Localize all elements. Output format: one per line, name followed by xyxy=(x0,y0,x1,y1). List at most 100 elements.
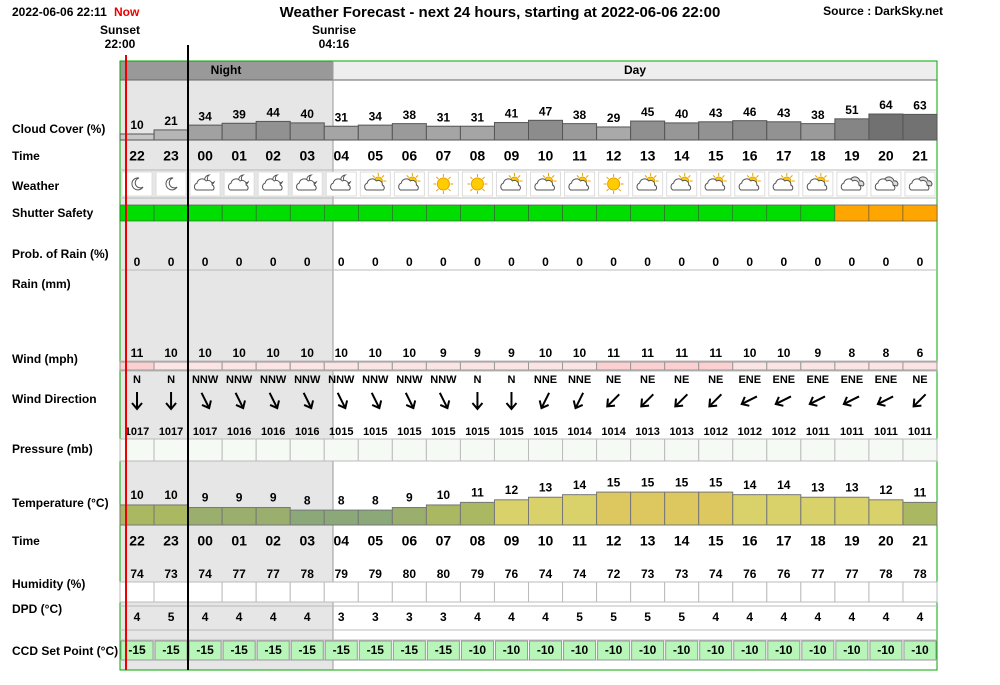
hour: 21 xyxy=(912,533,928,549)
rain-prob: 0 xyxy=(474,255,481,269)
shutter-cell xyxy=(630,204,665,222)
moon xyxy=(165,177,178,191)
cloud-value: 34 xyxy=(369,109,383,123)
arrow-head xyxy=(912,398,922,408)
cloud-bar xyxy=(698,121,734,141)
pressure-value: 1016 xyxy=(261,426,285,438)
temp-value: 13 xyxy=(811,480,825,494)
wind-dir: NE xyxy=(708,374,723,386)
ccd-value: -15 xyxy=(162,643,180,657)
wind-dir: N xyxy=(473,374,481,386)
wind-value: 10 xyxy=(369,346,383,360)
temp-bar xyxy=(868,499,904,526)
wind-value: 10 xyxy=(267,346,281,360)
ccd-cell xyxy=(767,640,801,661)
arrow-shaft xyxy=(810,395,826,405)
hour: 07 xyxy=(436,533,452,549)
pressure-value: 1015 xyxy=(363,426,387,438)
dpd-value: 4 xyxy=(134,610,141,624)
cloud-bar xyxy=(834,118,870,141)
pressure-cell xyxy=(187,438,223,462)
wind-arrow xyxy=(774,395,792,407)
cloud-bar xyxy=(357,124,393,141)
title: Weather Forecast - next 24 hours, starti… xyxy=(280,4,721,21)
sun-ray xyxy=(542,174,546,178)
arrow-shaft xyxy=(302,392,312,408)
arrow-head xyxy=(808,396,818,407)
humidity-value: 74 xyxy=(130,567,144,581)
humidity-cell xyxy=(493,581,530,603)
humidity-value: 76 xyxy=(743,567,757,581)
ccd-cell xyxy=(460,640,494,661)
rain-prob: 0 xyxy=(678,255,685,269)
shutter-cell xyxy=(153,204,189,222)
wind-value: 9 xyxy=(474,346,481,360)
wind-bar xyxy=(630,361,666,371)
hour: 17 xyxy=(776,533,792,549)
hour: 17 xyxy=(776,148,792,164)
hour: 23 xyxy=(163,533,179,549)
sun xyxy=(470,177,484,191)
temp-bar xyxy=(289,509,325,526)
cloud-value: 40 xyxy=(675,107,689,121)
arrow-head xyxy=(774,396,784,407)
temp-bar xyxy=(459,501,495,526)
dpd-value: 4 xyxy=(712,610,719,624)
pressure-value: 1013 xyxy=(635,426,659,438)
arrow-head xyxy=(740,396,750,407)
temp-value: 11 xyxy=(471,486,484,500)
hour: 15 xyxy=(708,533,724,549)
wind-dir: NE xyxy=(674,374,689,386)
hour: 04 xyxy=(333,148,349,164)
weather-icon xyxy=(636,173,659,191)
temp-value: 10 xyxy=(164,488,178,502)
weather-icon xyxy=(262,174,284,191)
temp-value: 15 xyxy=(675,475,689,489)
ccd-value: -15 xyxy=(367,643,385,657)
hour: 12 xyxy=(606,533,622,549)
wind-value: 10 xyxy=(335,346,349,360)
sun-ray xyxy=(653,174,657,178)
sun xyxy=(607,177,621,191)
sun-ray xyxy=(508,174,512,178)
day-label: Day xyxy=(624,63,646,77)
pressure-value: 1015 xyxy=(329,426,353,438)
humidity-cell xyxy=(868,581,904,603)
humidity-value: 79 xyxy=(369,567,383,581)
temp-value: 13 xyxy=(539,480,553,494)
wind-dir: ENE xyxy=(841,374,864,386)
wind-arrow xyxy=(505,392,518,411)
cloud-value: 38 xyxy=(403,108,417,122)
rain-prob: 0 xyxy=(917,255,924,269)
arrow-head xyxy=(371,400,383,410)
temp-value: 15 xyxy=(709,475,723,489)
cloud-bar xyxy=(562,123,598,141)
dpd-value: 3 xyxy=(372,610,379,624)
wind-dir: NNW xyxy=(260,374,287,386)
wind-value: 8 xyxy=(883,346,890,360)
wind-arrow xyxy=(876,395,894,407)
arrow-head xyxy=(269,400,280,410)
dpd-value: 4 xyxy=(815,610,822,624)
wind-arrow xyxy=(538,392,550,410)
hour: 06 xyxy=(402,533,418,549)
wind-arrow xyxy=(808,395,826,407)
cloud-value: 31 xyxy=(471,110,485,124)
arrow-shaft xyxy=(438,392,448,408)
pressure-value: 1014 xyxy=(601,426,626,438)
pressure-value: 1015 xyxy=(465,426,489,438)
ccd-cell xyxy=(494,640,529,661)
rain-prob: 0 xyxy=(712,255,719,269)
dpd-value: 4 xyxy=(304,610,311,624)
dpd-value: 5 xyxy=(168,610,175,624)
pressure-cell xyxy=(391,438,427,462)
temp-bar xyxy=(596,491,632,526)
hour: 12 xyxy=(606,148,622,164)
weather-icon xyxy=(433,174,454,194)
hour: 01 xyxy=(231,148,247,164)
wind-bar xyxy=(902,361,938,371)
sunset: Sunset xyxy=(100,23,140,37)
wind-arrow xyxy=(572,392,585,410)
wind-bar xyxy=(221,361,257,371)
temp-value: 8 xyxy=(304,493,311,507)
